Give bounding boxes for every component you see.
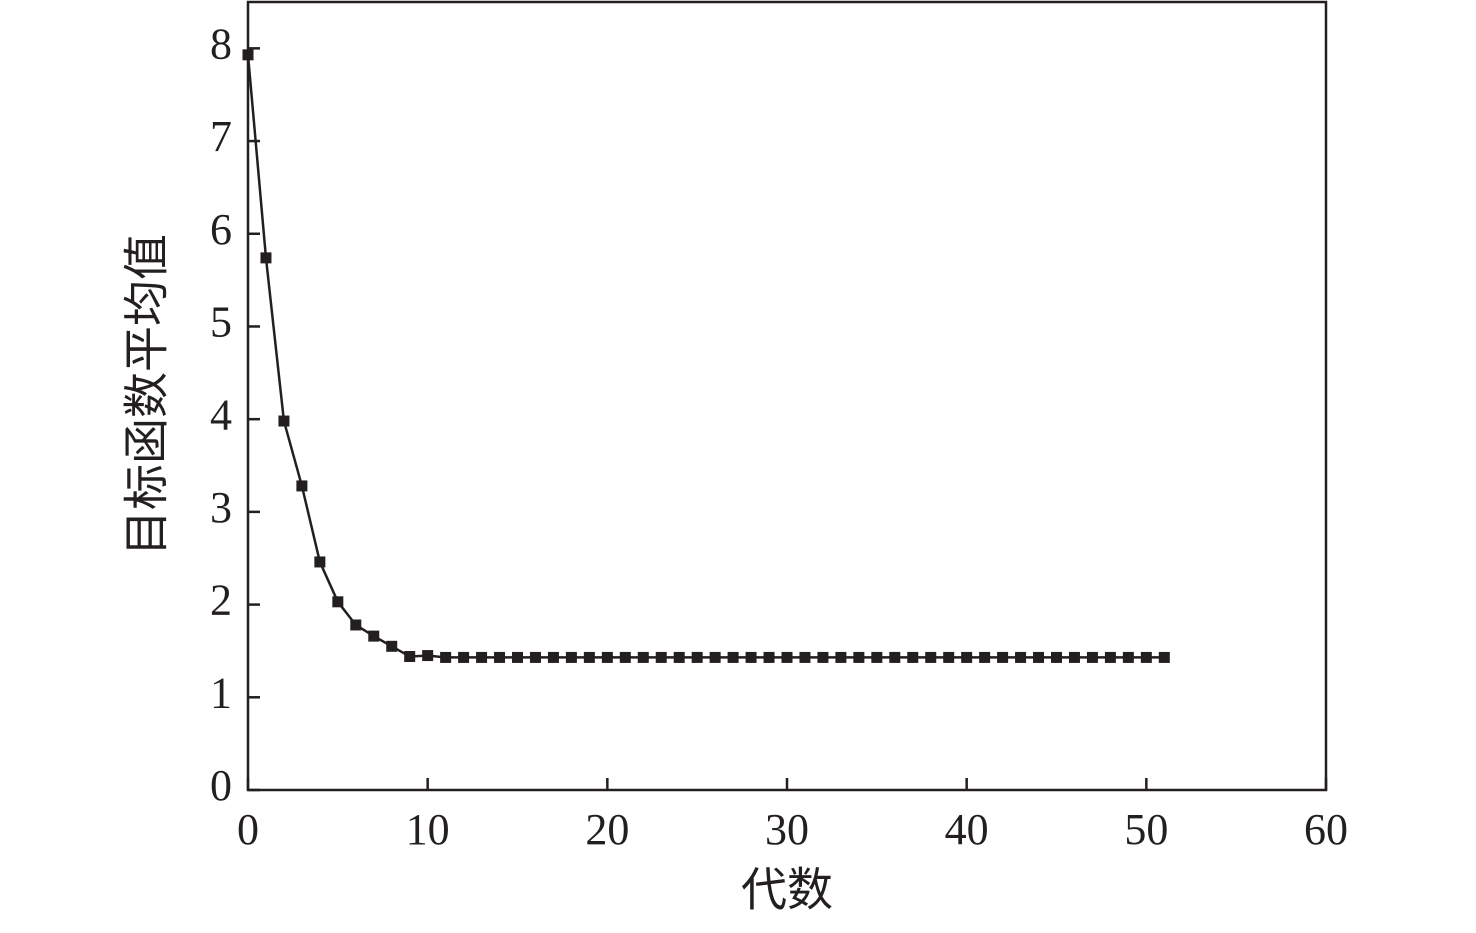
point-marker [278, 415, 290, 427]
x-tick-label: 60 [1304, 805, 1348, 854]
point-marker [1158, 651, 1170, 663]
point-marker [512, 651, 523, 663]
point-marker [673, 651, 685, 663]
plot-frame [246, 0, 1328, 792]
point-marker [943, 651, 955, 663]
point-marker [422, 650, 434, 662]
point-marker [583, 651, 595, 663]
point-marker [745, 651, 757, 663]
point-marker [386, 640, 398, 652]
series-line [246, 54, 1165, 659]
y-tick-label: 3 [210, 483, 232, 532]
point-marker [529, 651, 541, 663]
y-tick-label: 2 [210, 576, 232, 625]
x-tick-label: 0 [237, 805, 259, 854]
point-marker [925, 651, 937, 663]
point-marker [637, 651, 649, 663]
y-tick-label: 0 [210, 761, 232, 810]
point-marker [709, 651, 721, 663]
point-marker [314, 556, 326, 568]
point-marker [619, 651, 631, 663]
y-tick-label: 5 [210, 298, 232, 347]
point-marker [547, 651, 559, 663]
point-marker [1015, 651, 1027, 663]
y-axis-title: 目标函数平均值 [122, 234, 173, 556]
point-marker [1122, 651, 1134, 663]
point-marker [727, 651, 739, 663]
y-tick-label: 6 [210, 205, 232, 254]
point-marker [763, 651, 775, 663]
point-marker [817, 651, 829, 663]
y-tick-label: 4 [210, 390, 232, 439]
point-marker [997, 651, 1009, 663]
point-marker [296, 480, 308, 492]
point-marker [1051, 651, 1062, 663]
x-tick-label: 40 [945, 805, 989, 854]
y-tick-label: 1 [210, 668, 232, 717]
point-marker [368, 630, 380, 642]
point-marker [440, 651, 452, 663]
x-tick-label: 50 [1124, 805, 1168, 854]
point-marker [1086, 651, 1098, 663]
point-marker [332, 596, 344, 608]
point-marker [961, 651, 973, 663]
point-marker [1068, 651, 1080, 663]
y-tick-label: 8 [210, 19, 232, 68]
point-marker [799, 651, 811, 663]
point-marker [835, 651, 847, 663]
point-marker [1104, 651, 1116, 663]
x-tick-label: 20 [585, 805, 629, 854]
point-marker [871, 651, 883, 663]
point-marker [494, 651, 506, 663]
point-marker [1033, 651, 1045, 663]
point-marker [1140, 651, 1152, 663]
point-marker [853, 651, 865, 663]
point-marker [476, 651, 488, 663]
x-tick-label: 10 [406, 805, 450, 854]
y-tick-label: 7 [210, 112, 232, 161]
point-marker [565, 651, 577, 663]
point-marker [979, 651, 991, 663]
point-marker [781, 651, 793, 663]
point-marker [907, 651, 919, 663]
point-marker [350, 619, 362, 631]
point-marker [655, 651, 667, 663]
point-marker [242, 49, 254, 61]
point-marker [691, 651, 703, 663]
point-marker [260, 252, 272, 264]
point-marker [458, 651, 470, 663]
x-tick-label: 30 [765, 805, 809, 854]
point-marker [889, 651, 901, 663]
point-marker [404, 651, 416, 663]
point-marker [601, 651, 613, 663]
x-axis-title: 代数 [741, 865, 833, 916]
